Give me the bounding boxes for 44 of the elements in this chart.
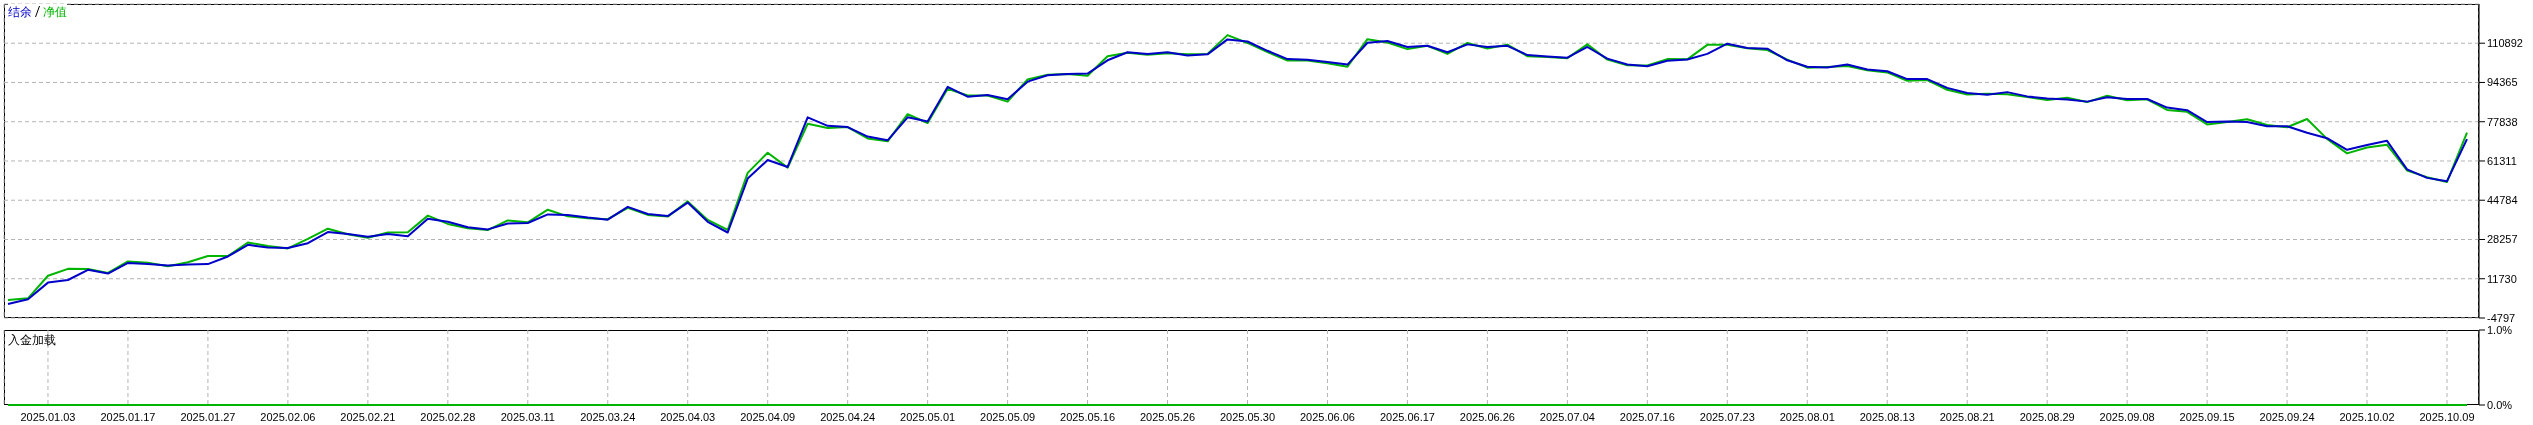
x-tick-label: 2025.05.01	[900, 410, 956, 423]
y-tick-label: 110892	[2487, 37, 2523, 50]
y-tick-label: 1.0%	[2487, 323, 2513, 336]
x-tick-label: 2025.05.30	[1219, 410, 1276, 423]
x-tick-label: 2025.10.02	[2339, 410, 2395, 423]
chart-title: 入金加载	[8, 332, 56, 349]
x-tick-label: 2025.07.16	[1619, 410, 1675, 423]
y-tick-label: 11730	[2487, 272, 2517, 285]
x-tick-label: 2025.07.23	[1699, 410, 1755, 423]
x-tick-label: 2025.02.06	[260, 410, 316, 423]
y-tick-label: 0.0%	[2487, 398, 2513, 411]
x-tick-label: 2025.01.03	[20, 410, 76, 423]
y-tick-label: -4797	[2487, 311, 2516, 324]
x-tick-label: 2025.08.21	[1939, 410, 1995, 423]
x-tick-label: 2025.06.17	[1379, 410, 1435, 423]
x-tick-label: 2025.05.26	[1140, 410, 1196, 423]
x-tick-label: 2025.04.24	[820, 410, 876, 423]
x-tick-label: 2025.06.06	[1299, 410, 1355, 423]
x-tick-label: 2025.02.28	[420, 410, 476, 423]
x-tick-label: 2025.08.01	[1779, 410, 1835, 423]
x-tick-label: 2025.04.09	[740, 410, 796, 423]
x-tick-label: 2025.04.03	[660, 410, 716, 423]
y-tick-label: 77838	[2487, 115, 2518, 128]
x-tick-label: 2025.09.15	[2179, 410, 2235, 423]
x-tick-label: 2025.03.24	[580, 410, 636, 423]
x-tick-label: 2025.01.17	[100, 410, 156, 423]
x-tick-label: 2025.05.09	[980, 410, 1036, 423]
x-tick-label: 2025.05.16	[1060, 410, 1116, 423]
x-tick-label: 2025.08.29	[2019, 410, 2075, 423]
y-tick-label: 28257	[2487, 233, 2518, 246]
x-tick-label: 2025.09.24	[2259, 410, 2315, 423]
x-tick-label: 2025.07.04	[1539, 410, 1595, 423]
text: 净值	[43, 4, 67, 21]
y-tick-label: 61311	[2487, 154, 2517, 167]
y-tick-label: 44784	[2487, 194, 2518, 207]
x-tick-label: 2025.06.26	[1459, 410, 1515, 423]
text: 结余	[8, 4, 32, 21]
x-tick-label: 2025.02.21	[340, 410, 396, 423]
x-tick-label: 2025.10.09	[2419, 410, 2475, 423]
x-tick-label: 2025.01.27	[180, 410, 236, 423]
x-tick-label: 2025.09.08	[2099, 410, 2155, 423]
y-tick-label: 94365	[2487, 76, 2518, 89]
x-tick-label: 2025.03.11	[500, 410, 555, 423]
x-tick-label: 2025.08.13	[1859, 410, 1915, 423]
